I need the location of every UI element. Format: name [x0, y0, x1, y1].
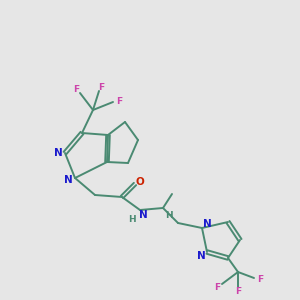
- Text: H: H: [128, 215, 136, 224]
- Text: N: N: [139, 210, 147, 220]
- Text: F: F: [257, 275, 263, 284]
- Text: O: O: [136, 177, 144, 187]
- Text: F: F: [98, 82, 104, 91]
- Text: F: F: [235, 287, 241, 296]
- Text: N: N: [64, 175, 72, 185]
- Text: F: F: [214, 284, 220, 292]
- Text: F: F: [73, 85, 79, 94]
- Text: N: N: [196, 251, 206, 261]
- Text: N: N: [54, 148, 62, 158]
- Text: H: H: [165, 212, 173, 220]
- Text: N: N: [202, 219, 211, 229]
- Text: F: F: [116, 97, 122, 106]
